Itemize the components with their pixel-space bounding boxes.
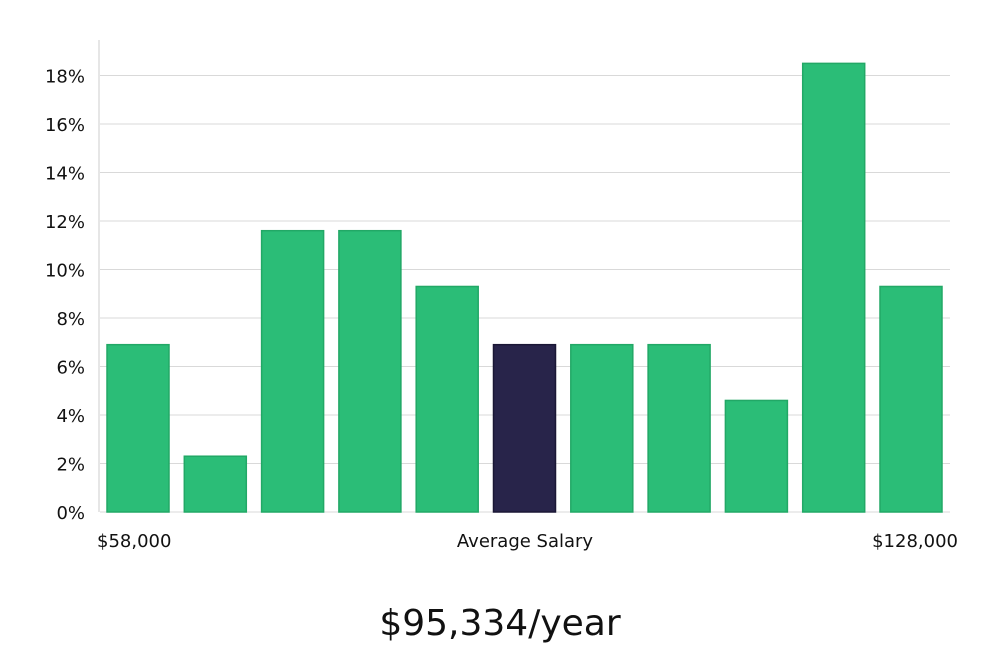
y-tick-label: 12% <box>45 212 85 233</box>
average-salary-value: $95,334/year <box>379 603 621 644</box>
bar <box>724 399 789 513</box>
y-tick-label: 18% <box>45 67 85 88</box>
y-tick-label: 0% <box>56 503 85 524</box>
y-tick-label: 2% <box>56 455 85 476</box>
bar <box>338 229 402 513</box>
bars <box>106 62 943 513</box>
y-tick-label: 14% <box>45 164 85 185</box>
y-tick-label: 6% <box>56 358 85 379</box>
y-tick-label: 8% <box>56 309 85 330</box>
bar <box>570 343 634 513</box>
y-tick-label: 10% <box>45 261 85 282</box>
bar <box>647 343 711 513</box>
bar <box>801 62 866 513</box>
bar <box>415 285 479 513</box>
y-tick-labels: 0% 2% 4% 6% 8% 10% 12% 14% 16% 18% <box>45 67 85 525</box>
bar <box>183 455 248 513</box>
x-label-center: Average Salary <box>457 531 594 552</box>
bar <box>879 285 943 513</box>
y-tick-label: 4% <box>56 406 85 427</box>
bar <box>260 229 325 513</box>
salary-histogram: 0% 2% 4% 6% 8% 10% 12% 14% 16% 18% $58,000 Averag… <box>45 40 958 552</box>
x-label-min: $58,000 <box>97 531 171 552</box>
x-label-max: $128,000 <box>872 531 958 552</box>
bar <box>106 343 170 513</box>
bar-highlighted <box>492 343 557 513</box>
y-tick-label: 16% <box>45 115 85 136</box>
